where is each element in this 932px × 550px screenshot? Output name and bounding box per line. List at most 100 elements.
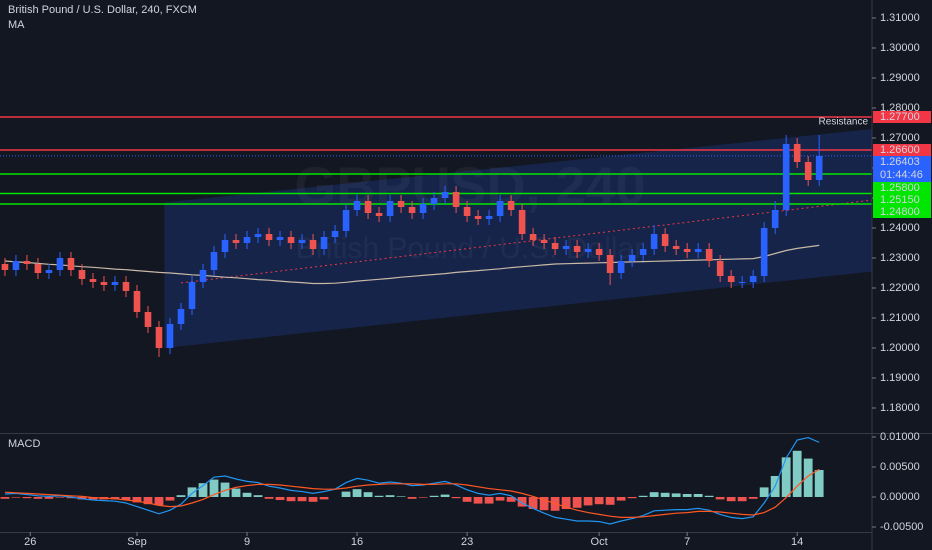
candle-body xyxy=(122,282,130,291)
candle-body xyxy=(166,324,174,348)
macd-histogram-bar xyxy=(297,496,307,502)
candle-body xyxy=(650,234,658,249)
macd-histogram-bar xyxy=(671,493,681,497)
macd-histogram-bar xyxy=(231,488,241,497)
macd-histogram-bar xyxy=(176,495,186,497)
macd-histogram-bar xyxy=(352,489,362,497)
macd-histogram-bar xyxy=(253,495,263,497)
y-tick-label: 1.18000 xyxy=(880,402,920,414)
candle-body xyxy=(441,192,449,198)
macd-histogram-bar xyxy=(715,496,725,500)
candle-body xyxy=(782,144,790,210)
y-tick-label: 1.22000 xyxy=(880,282,920,294)
y-tick-label: 1.20000 xyxy=(880,342,920,354)
candle-body xyxy=(232,240,240,243)
macd-histogram-bar xyxy=(649,492,659,497)
macd-histogram-bar xyxy=(132,496,142,503)
macd-histogram-bar xyxy=(0,496,10,499)
candle-body xyxy=(595,249,603,255)
ma-line xyxy=(4,244,820,285)
candle-body xyxy=(518,210,526,234)
candle-body xyxy=(617,261,625,273)
macd-histogram-bar xyxy=(484,496,494,504)
candle-body xyxy=(584,249,592,252)
macd-y-tick-label: 0.01000 xyxy=(880,431,920,443)
candle-body xyxy=(485,216,493,219)
candle-body xyxy=(287,237,295,243)
plot: Resistance xyxy=(0,116,873,525)
candle-body xyxy=(155,327,163,348)
macd-histogram-bar xyxy=(781,457,791,497)
price-tag-label: 1.25800 xyxy=(880,182,920,194)
candle-body xyxy=(606,255,614,273)
macd-histogram-bar xyxy=(495,496,505,501)
macd-histogram-bar xyxy=(22,496,32,499)
level-name: Resistance xyxy=(819,117,869,128)
price-tag-label: 1.25150 xyxy=(880,194,920,206)
macd-histogram-bar xyxy=(143,496,153,505)
macd-histogram-bar xyxy=(165,496,175,501)
macd-histogram-bar xyxy=(407,496,417,499)
price-tag-label: 1.24800 xyxy=(880,206,920,218)
candle-body xyxy=(34,264,42,273)
macd-histogram-bar xyxy=(44,496,54,499)
candle-body xyxy=(144,312,152,327)
macd-histogram-bar xyxy=(803,458,813,497)
macd-histogram-bar xyxy=(561,496,571,509)
price-tag xyxy=(873,156,931,182)
candle-body xyxy=(430,198,438,204)
candle-body xyxy=(133,291,141,312)
candle-body xyxy=(452,192,460,207)
macd-histogram-bar xyxy=(627,496,637,499)
candle-body xyxy=(496,201,504,216)
macd-histogram-bar xyxy=(528,496,538,509)
x-tick-label: 16 xyxy=(351,536,363,548)
candle-body xyxy=(474,216,482,219)
macd-histogram-bar xyxy=(396,496,406,497)
candle-body xyxy=(199,270,207,282)
macd-line xyxy=(4,436,820,525)
countdown-label: 01:44:46 xyxy=(880,169,923,181)
macd-histogram-bar xyxy=(385,495,395,497)
candle-body xyxy=(540,240,548,243)
candle-body xyxy=(111,282,119,285)
candle-body xyxy=(573,246,581,252)
y-tick-label: 1.24000 xyxy=(880,222,920,234)
candle-body xyxy=(815,156,823,180)
candle-body xyxy=(716,261,724,276)
macd-histogram-bar xyxy=(187,487,197,497)
x-tick-label: 23 xyxy=(461,536,473,548)
macd-histogram-bar xyxy=(660,492,670,497)
macd-histogram-bar xyxy=(275,496,285,500)
candle-body xyxy=(67,258,75,270)
candle-body xyxy=(683,249,691,252)
candle-body xyxy=(331,231,339,237)
macd-histogram-bar xyxy=(286,496,296,502)
candle-body xyxy=(12,261,20,270)
candle-body xyxy=(1,264,9,270)
candle-body xyxy=(78,270,86,279)
candle-body xyxy=(804,162,812,180)
macd-histogram-bar xyxy=(605,496,615,505)
candle-body xyxy=(419,204,427,213)
macd-histogram-bar xyxy=(429,495,439,497)
macd-histogram-bar xyxy=(814,469,824,497)
candle-body xyxy=(188,282,196,309)
chart-title: British Pound / U.S. Dollar, 240, FXCM xyxy=(8,4,197,16)
macd-histogram-bar xyxy=(341,491,351,497)
macd-histogram-bar xyxy=(440,494,450,497)
macd-histogram-bar xyxy=(693,493,703,497)
candle-body xyxy=(320,237,328,249)
macd-histogram-bar xyxy=(517,496,527,507)
candle-body xyxy=(639,249,647,255)
macd-histogram-bar xyxy=(198,483,208,497)
x-tick-label: Oct xyxy=(591,536,608,548)
candle-body xyxy=(705,249,713,261)
y-tick-label: 1.19000 xyxy=(880,372,920,384)
candle-body xyxy=(56,258,64,270)
candle-body xyxy=(727,276,735,282)
macd-y-tick-label: 0.00500 xyxy=(880,461,920,473)
signal-line xyxy=(4,468,820,518)
